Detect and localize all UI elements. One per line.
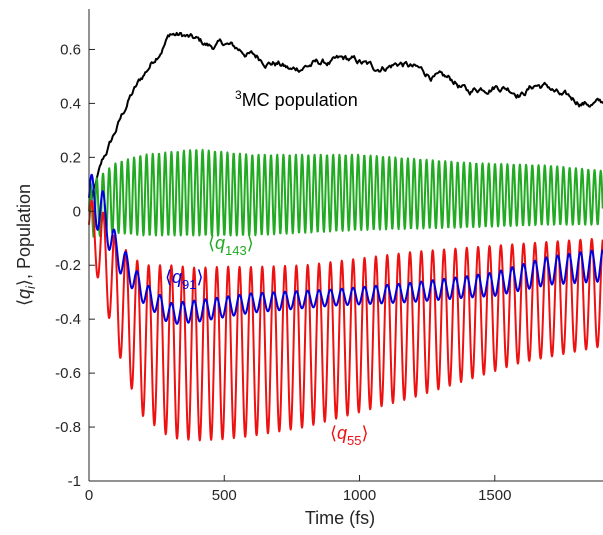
series-layer xyxy=(88,31,603,442)
ticks-layer: 0 500 1000 1500 -1 -0.8 -0.6 -0.4 -0.2 0 0.2 0.4 0.6 xyxy=(55,41,511,504)
y-axis-label-lang: ⟨ xyxy=(14,299,34,306)
y-tick-label: -0.2 xyxy=(55,257,81,274)
x-axis-label: Time (fs) xyxy=(305,508,375,528)
annotation-q143-lang: ⟨ xyxy=(208,233,215,253)
annotation-q143-sub: 143 xyxy=(225,243,247,258)
annotation-3mc-text: MC population xyxy=(242,90,358,110)
series-line-0 xyxy=(88,31,603,212)
annotation-q91-base: q xyxy=(172,267,182,287)
y-tick-label: -0.4 xyxy=(55,311,81,328)
annotation-q91: ⟨q91⟩ xyxy=(165,267,204,292)
y-tick-label: -1 xyxy=(68,473,81,490)
y-axis-label-rest: , Population xyxy=(14,184,34,279)
annotation-q55-sub: 55 xyxy=(347,433,361,448)
y-tick-label: 0.2 xyxy=(60,149,81,166)
annotation-q91-rang: ⟩ xyxy=(197,267,204,287)
series-line-1 xyxy=(88,148,603,238)
annotation-q55-base: q xyxy=(337,423,347,443)
annotation-q143-base: q xyxy=(215,233,225,253)
y-tick-label: -0.8 xyxy=(55,419,81,436)
x-tick-label: 1000 xyxy=(343,487,376,504)
y-tick-label: 0.4 xyxy=(60,95,81,112)
axes xyxy=(88,9,603,482)
annotation-q91-lang: ⟨ xyxy=(165,267,172,287)
y-axis-label: ⟨qi⟩, Population xyxy=(14,184,38,306)
x-tick-label: 1500 xyxy=(478,487,511,504)
y-tick-label: 0.6 xyxy=(60,41,81,58)
x-tick-label: 500 xyxy=(212,487,237,504)
series-line-3 xyxy=(88,199,603,442)
annotation-3mc-population: 3MC population xyxy=(235,88,358,110)
annotation-q91-sub: 91 xyxy=(182,277,196,292)
annotation-q55-lang: ⟨ xyxy=(330,423,337,443)
y-axis-label-base: q xyxy=(14,289,34,299)
annotation-3mc-sup: 3 xyxy=(235,88,242,102)
annotation-q55-rang: ⟩ xyxy=(362,423,369,443)
y-axis-label-sub: i xyxy=(23,285,38,289)
series-line-2 xyxy=(88,173,603,325)
y-tick-label: -0.6 xyxy=(55,365,81,382)
y-axis-label-rang: ⟩ xyxy=(14,279,34,286)
annotation-q143: ⟨q143⟩ xyxy=(208,233,254,258)
annotation-q143-rang: ⟩ xyxy=(247,233,254,253)
x-tick-label: 0 xyxy=(85,487,93,504)
annotation-q55: ⟨q55⟩ xyxy=(330,423,369,448)
y-tick-label: 0 xyxy=(73,203,81,220)
